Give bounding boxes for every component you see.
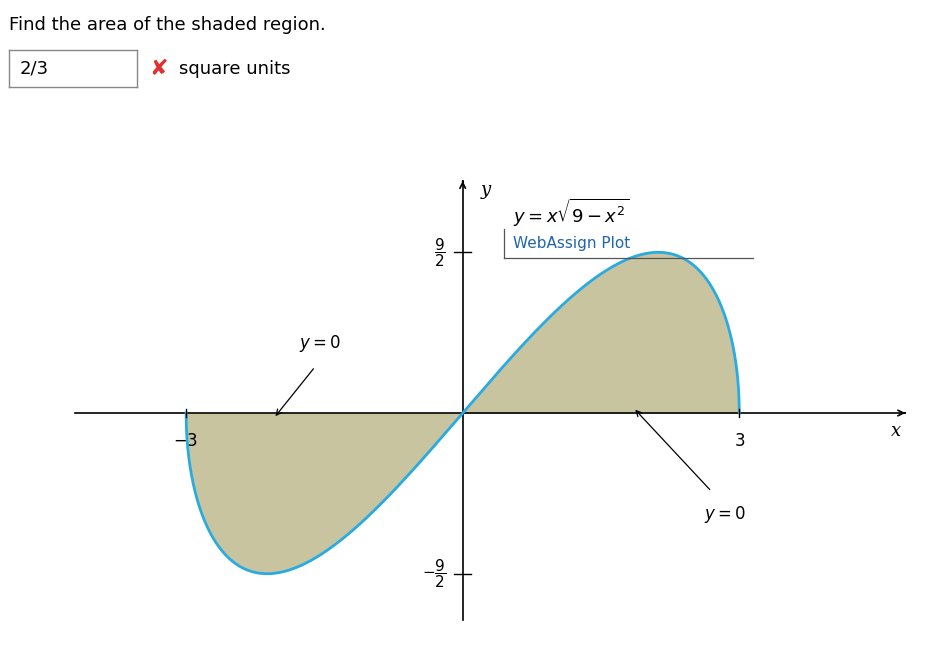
Text: $y = 0$: $y = 0$ (704, 504, 747, 525)
Text: WebAssign Plot: WebAssign Plot (513, 236, 631, 251)
Text: $y = x\sqrt{9 - x^2}$: $y = x\sqrt{9 - x^2}$ (513, 197, 630, 229)
Text: Find the area of the shaded region.: Find the area of the shaded region. (9, 16, 326, 34)
Text: square units: square units (179, 60, 290, 78)
Text: $\dfrac{9}{2}$: $\dfrac{9}{2}$ (435, 236, 446, 269)
Text: $y = 0$: $y = 0$ (299, 333, 340, 354)
Text: $-3$: $-3$ (174, 433, 199, 450)
Text: x: x (891, 422, 902, 440)
Text: $3$: $3$ (734, 433, 745, 450)
Text: ✘: ✘ (149, 59, 168, 79)
Text: y: y (481, 181, 490, 199)
Text: 2/3: 2/3 (20, 59, 49, 78)
Text: $-\dfrac{9}{2}$: $-\dfrac{9}{2}$ (422, 557, 446, 590)
